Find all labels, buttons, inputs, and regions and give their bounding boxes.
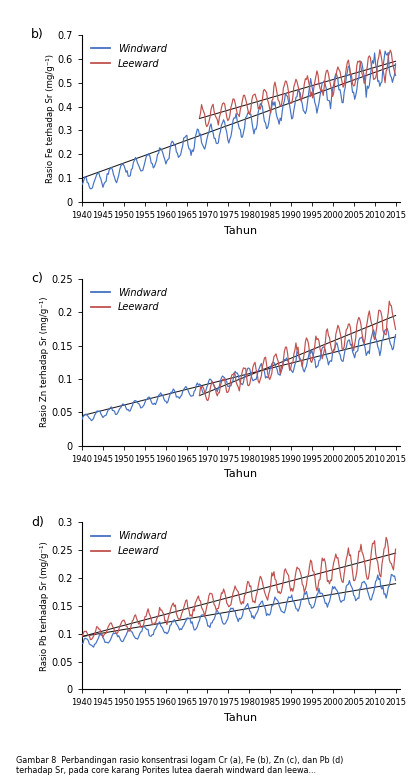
Y-axis label: Rasio Pb terhadap Sr (mg/g⁻¹): Rasio Pb terhadap Sr (mg/g⁻¹) [40, 541, 48, 671]
Text: c): c) [31, 272, 43, 285]
X-axis label: Tahun: Tahun [224, 469, 257, 479]
Text: d): d) [31, 516, 44, 529]
X-axis label: Tahun: Tahun [224, 713, 257, 723]
Y-axis label: Rasio Fe terhadap Sr (mg/g⁻¹): Rasio Fe terhadap Sr (mg/g⁻¹) [46, 54, 55, 183]
Text: Gambar 8  Perbandingan rasio konsentrasi logam Cr (a), Fe (b), Zn (c), dan Pb (d: Gambar 8 Perbandingan rasio konsentrasi … [16, 756, 343, 775]
Text: b): b) [31, 28, 44, 41]
Y-axis label: Rasio Zn terhadap Sr (mg/g⁻¹): Rasio Zn terhadap Sr (mg/g⁻¹) [40, 297, 48, 428]
Legend: Windward, Leeward: Windward, Leeward [87, 284, 171, 316]
Legend: Windward, Leeward: Windward, Leeward [87, 40, 171, 72]
X-axis label: Tahun: Tahun [224, 226, 257, 235]
Legend: Windward, Leeward: Windward, Leeward [87, 527, 171, 560]
